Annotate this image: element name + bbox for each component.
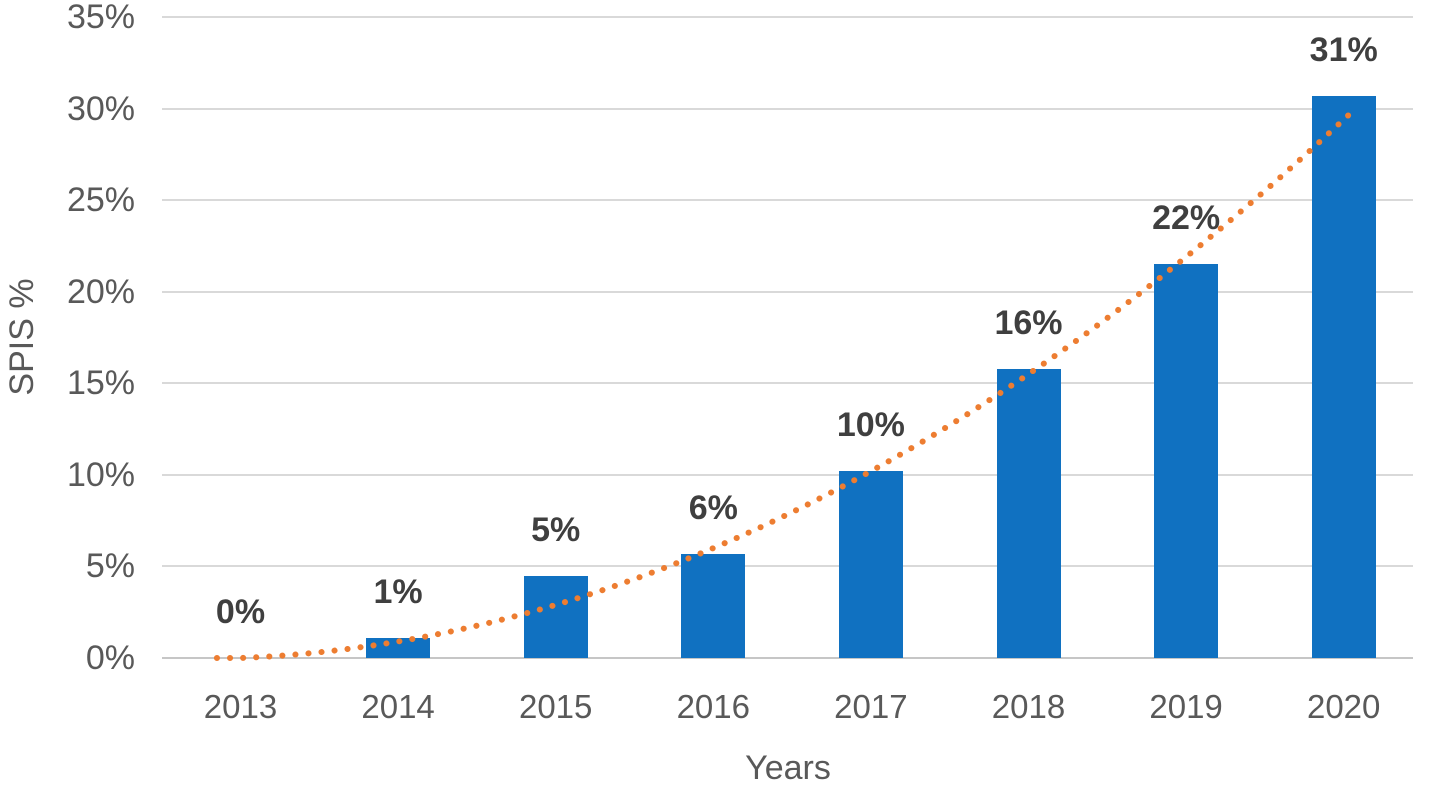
x-tick-label: 2014 — [361, 688, 435, 725]
y-tick-label: 10% — [66, 455, 135, 494]
gridline — [162, 107, 1413, 110]
bar-value-label: 10% — [836, 406, 905, 445]
gridline — [162, 473, 1413, 476]
x-axis-title: Years — [745, 749, 831, 787]
x-tick-label: 2013 — [203, 688, 278, 725]
y-tick-label: 0% — [85, 639, 135, 677]
y-tick-label: 5% — [85, 547, 135, 586]
y-tick-label: 15% — [66, 364, 135, 403]
bar-2015 — [523, 575, 588, 658]
y-axis-title: SPIS % — [3, 278, 41, 396]
bar-value-label: 16% — [994, 303, 1063, 342]
gridline — [162, 382, 1413, 385]
x-tick-label: 2016 — [676, 688, 750, 725]
bar-2020 — [1311, 95, 1376, 658]
x-tick-label: 2018 — [991, 688, 1066, 725]
bar-2017 — [838, 471, 903, 658]
bar-2019 — [1154, 264, 1219, 658]
gridline — [162, 565, 1413, 568]
bar-value-label: 22% — [1152, 199, 1221, 238]
y-tick-label: 25% — [66, 181, 135, 220]
bar-2018 — [996, 368, 1061, 658]
bar-value-label: 6% — [688, 488, 738, 527]
bar-value-label: 31% — [1309, 30, 1378, 69]
bar-2016 — [681, 553, 746, 658]
y-tick-label: 20% — [66, 272, 135, 311]
bar-value-label: 1% — [373, 572, 423, 611]
x-tick-label: 2020 — [1306, 688, 1381, 725]
x-tick-label: 2015 — [518, 688, 593, 725]
y-tick-label: 35% — [66, 0, 135, 36]
y-tick-label: 30% — [66, 89, 135, 128]
bar-2014 — [366, 637, 431, 658]
gridline — [162, 290, 1413, 293]
gridline — [162, 16, 1413, 18]
x-axis-line — [162, 657, 1413, 659]
bar-value-label: 5% — [531, 510, 581, 549]
bar-value-label: 0% — [215, 593, 266, 631]
x-tick-label: 2019 — [1149, 688, 1223, 725]
x-tick-label: 2017 — [834, 688, 908, 725]
